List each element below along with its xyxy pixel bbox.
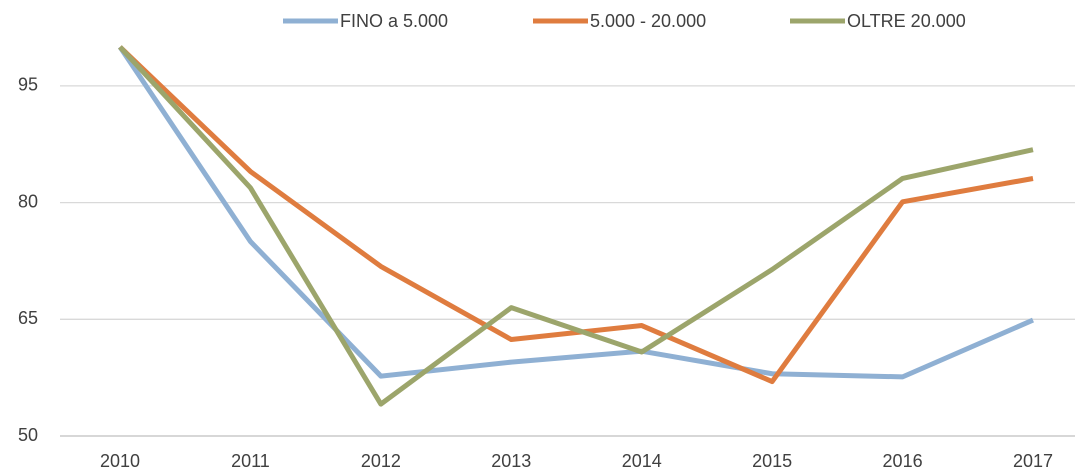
series-line [118,45,1034,385]
series-line [117,45,1034,380]
x-tick-label: 2011 [231,451,270,471]
y-tick-label: 95 [18,75,38,95]
x-tick-label: 2010 [100,451,140,471]
x-tick-label: 2016 [883,451,923,471]
y-tick-label: 50 [18,425,38,445]
x-tick-label: 2017 [1013,451,1053,471]
series-line [118,45,1034,407]
legend-label: 5.000 - 20.000 [590,11,706,31]
x-tick-label: 2014 [622,451,662,471]
y-tick-label: 80 [18,191,38,211]
y-tick-label: 65 [18,308,38,328]
x-tick-label: 2015 [752,451,792,471]
legend-label: FINO a 5.000 [340,11,448,31]
x-tick-label: 2013 [491,451,531,471]
legend-label: OLTRE 20.000 [847,11,966,31]
x-tick-label: 2012 [361,451,401,471]
